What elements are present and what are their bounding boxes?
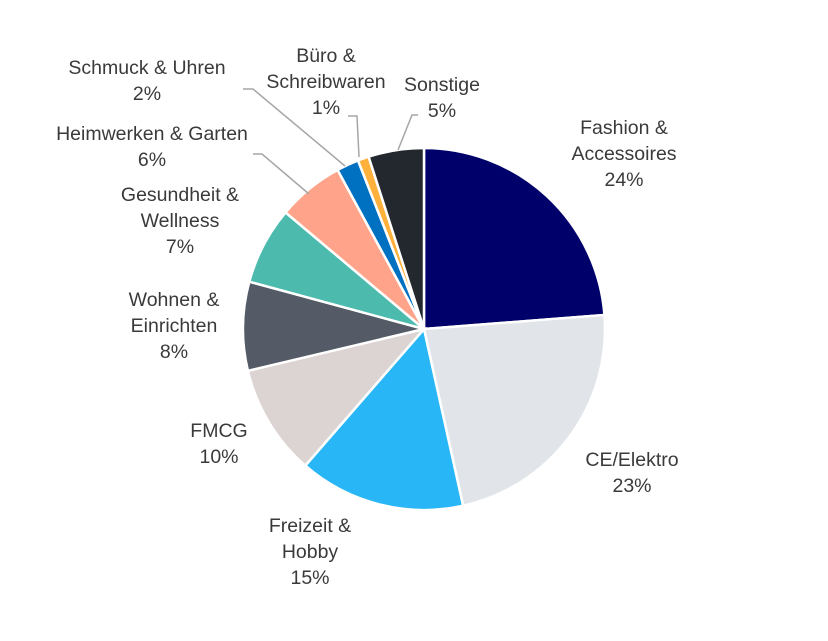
pie-slice-ce-elektro <box>422 313 607 508</box>
slice-label-schmuck-uhren: Schmuck & Uhren 2% <box>68 57 225 105</box>
slice-category-label: Heimwerken & Garten <box>56 123 248 145</box>
leader-line-heimwerken-garten <box>253 153 310 195</box>
slice-value-label: 23% <box>612 475 651 497</box>
slice-value-label: 6% <box>138 149 166 171</box>
slice-label-freizeit-hobby: Freizeit & Hobby 15% <box>269 515 351 589</box>
slice-category-label: Hobby <box>282 541 339 563</box>
leader-line-schmuck-uhren <box>243 88 346 167</box>
slice-label-gesundheit-wellness: Gesundheit & Wellness 7% <box>121 184 239 258</box>
slice-category-label: Gesundheit & <box>121 184 239 206</box>
slice-label-fashion-accessoires: Fashion & Accessoires 24% <box>571 117 676 191</box>
slice-category-label: Wohnen & <box>129 289 220 311</box>
slice-value-label: 24% <box>604 169 643 191</box>
slice-value-label: 8% <box>160 341 188 363</box>
slice-category-label: CE/Elektro <box>585 449 678 471</box>
slice-value-label: 5% <box>428 100 456 122</box>
slice-label-ce-elektro: CE/Elektro 23% <box>585 449 678 497</box>
slice-labels: Fashion & Accessoires 24% CE/Elektro 23% Frei… <box>56 45 679 589</box>
pie-slice-wohnen-einrichten <box>241 280 425 373</box>
pie-slice-fmcg <box>246 326 428 468</box>
slice-category-label: FMCG <box>190 420 247 442</box>
slice-value-label: 2% <box>133 83 161 105</box>
slice-category-label: Büro & <box>296 45 356 67</box>
slice-category-label: Wellness <box>141 210 220 232</box>
slice-value-label: 15% <box>290 567 329 589</box>
pie-slices <box>241 146 607 512</box>
slice-category-label: Fashion & <box>580 117 668 139</box>
leader-line-sonstige <box>397 114 418 151</box>
slice-value-label: 7% <box>166 236 194 258</box>
slice-category-label: Schreibwaren <box>266 71 385 93</box>
slice-value-label: 1% <box>312 97 340 119</box>
slice-label-heimwerken-garten: Heimwerken & Garten 6% <box>56 123 248 171</box>
leader-line-b-ro-schreibwaren <box>348 115 360 158</box>
leader-lines <box>243 88 418 195</box>
slice-category-label: Einrichten <box>131 315 218 337</box>
slice-label-b-ro-schreibwaren: Büro & Schreibwaren 1% <box>266 45 385 119</box>
slice-category-label: Sonstige <box>404 74 480 96</box>
slice-value-label: 10% <box>199 446 238 468</box>
pie-slice-sonstige <box>367 146 426 330</box>
slice-label-sonstige: Sonstige 5% <box>404 74 480 122</box>
slice-label-fmcg: FMCG 10% <box>190 420 247 468</box>
pie-slice-freizeit-hobby <box>303 326 465 512</box>
slice-category-label: Schmuck & Uhren <box>68 57 225 79</box>
slice-label-wohnen-einrichten: Wohnen & Einrichten 8% <box>129 289 220 363</box>
pie-slice-fashion-accessoires <box>422 146 606 331</box>
slice-category-label: Accessoires <box>571 143 676 165</box>
slice-category-label: Freizeit & <box>269 515 351 537</box>
